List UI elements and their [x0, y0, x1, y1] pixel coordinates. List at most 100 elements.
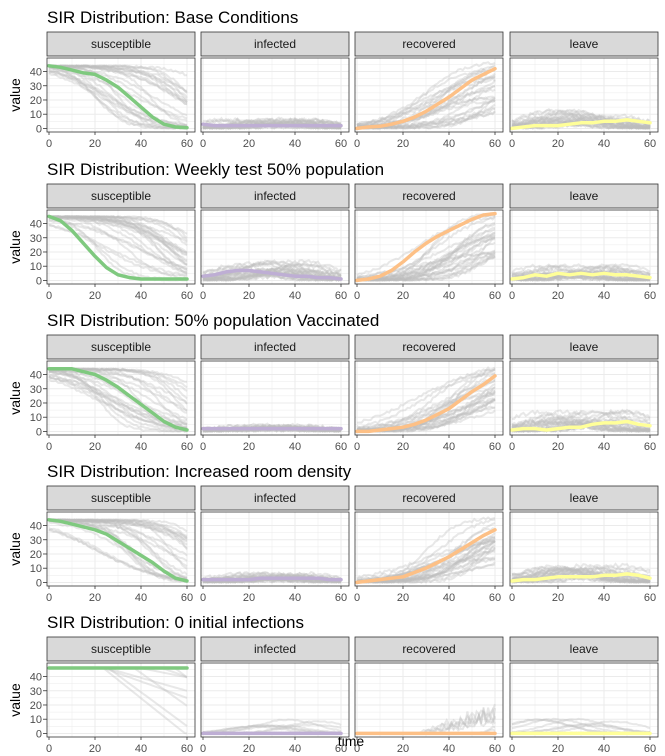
simulation-trace	[511, 723, 651, 735]
panel-border	[200, 511, 350, 587]
simulation-trace	[511, 267, 651, 282]
simulation-trace	[511, 565, 651, 584]
y-tick-label: 30	[30, 81, 42, 93]
facet-panel-susceptible: susceptible 0 20 40 60	[46, 636, 196, 755]
simulation-trace	[48, 370, 188, 431]
y-tick-label: 40	[30, 521, 42, 533]
panel-border	[200, 662, 350, 738]
x-tick-label: 0	[509, 290, 515, 302]
simulation-trace	[511, 272, 651, 282]
simulation-trace	[511, 562, 651, 583]
facet-strip	[200, 485, 350, 511]
panel-border	[200, 209, 350, 285]
simulation-trace	[48, 368, 188, 433]
facet-panel-susceptible: susceptible 0 20 40 60	[46, 31, 196, 150]
simulation-trace	[48, 218, 187, 270]
simulation-trace	[511, 116, 651, 130]
facet-panel-recovered: recovered 0 20 40 60	[354, 636, 504, 755]
simulation-trace	[202, 268, 342, 282]
plot-area	[355, 663, 503, 737]
facet-panel-infected: infected 0 20 40 60	[200, 334, 350, 453]
facet-strip	[509, 334, 659, 360]
simulation-trace	[202, 724, 342, 735]
simulation-trace	[49, 518, 188, 543]
simulation-trace	[356, 77, 496, 128]
simulation-trace	[48, 367, 188, 405]
simulation-trace	[49, 64, 188, 99]
x-tick-label: 40	[289, 441, 301, 453]
x-tick-label: 0	[354, 290, 360, 302]
facet-panel-leave: leave 0 20 40 60	[509, 31, 659, 150]
simulation-trace	[48, 215, 188, 281]
facet-strip-label: leave	[570, 642, 599, 656]
simulation-trace	[49, 215, 188, 255]
x-tick-label: 60	[644, 592, 656, 604]
simulation-trace	[511, 417, 651, 433]
simulation-trace	[202, 572, 342, 584]
facet-strip-label: susceptible	[91, 189, 151, 203]
facet-panel-infected: infected 0 20 40 60	[200, 31, 350, 150]
simulation-trace	[356, 254, 496, 282]
simulation-trace	[48, 368, 188, 421]
simulation-trace	[356, 235, 496, 282]
y-tick-label: 10	[30, 563, 42, 575]
y-tick-label: 0	[36, 123, 42, 135]
simulation-trace	[356, 249, 496, 282]
simulation-trace	[48, 216, 188, 256]
simulation-trace	[356, 241, 496, 282]
simulation-trace	[49, 370, 188, 422]
y-tick-label: 10	[30, 109, 42, 121]
x-tick-label: 60	[489, 441, 501, 453]
simulation-trace	[511, 265, 651, 282]
x-tick-label: 60	[489, 138, 501, 150]
simulation-trace	[48, 518, 188, 583]
facet-strip-label: recovered	[402, 340, 455, 354]
x-tick-label: 20	[89, 441, 101, 453]
simulation-trace	[49, 215, 188, 262]
facet-strip-label: susceptible	[91, 340, 151, 354]
facet-strip	[354, 636, 504, 662]
facet-strip	[354, 31, 504, 57]
simulation-trace	[511, 566, 651, 584]
simulation-trace	[356, 68, 496, 127]
simulation-trace	[48, 64, 188, 102]
simulation-trace	[356, 251, 496, 282]
simulation-trace	[356, 250, 496, 282]
simulation-trace	[48, 370, 188, 433]
scenario-title: SIR Distribution: 0 initial infections	[47, 613, 304, 632]
simulation-trace	[356, 88, 496, 127]
simulation-trace	[512, 415, 651, 433]
simulation-trace	[511, 108, 650, 130]
y-tick-label: 20	[30, 549, 42, 561]
facet-panel-recovered: recovered 0 20 40 60	[354, 334, 504, 453]
x-tick-label: 20	[397, 743, 409, 755]
panel-border	[46, 511, 196, 587]
x-tick-label: 20	[552, 592, 564, 604]
simulation-trace	[356, 371, 496, 429]
simulation-trace	[48, 215, 188, 247]
facet-strip-label: recovered	[402, 642, 455, 656]
x-tick-label: 20	[397, 138, 409, 150]
y-tick-label: 40	[30, 672, 42, 684]
x-tick-label: 20	[89, 592, 101, 604]
simulation-trace	[511, 722, 651, 734]
simulation-trace	[202, 259, 342, 281]
simulation-trace	[356, 99, 496, 130]
facet-strip-label: leave	[570, 37, 599, 51]
simulation-trace	[48, 518, 188, 539]
panel-border	[200, 57, 350, 133]
simulation-trace	[48, 65, 188, 117]
simulation-trace	[511, 717, 651, 734]
facet-strip-label: infected	[254, 37, 296, 51]
simulation-trace	[511, 416, 651, 433]
simulation-trace	[511, 565, 651, 584]
y-tick-label: 20	[30, 247, 42, 259]
y-axis-title: value	[7, 230, 23, 264]
simulation-trace	[48, 369, 187, 433]
simulation-trace	[48, 67, 187, 130]
x-tick-label: 20	[552, 743, 564, 755]
facet-panel-leave: leave 0 20 40 60	[509, 183, 659, 302]
facet-strip	[46, 31, 196, 57]
y-tick-label: 30	[30, 384, 42, 396]
y-axis-title: value	[7, 381, 23, 415]
